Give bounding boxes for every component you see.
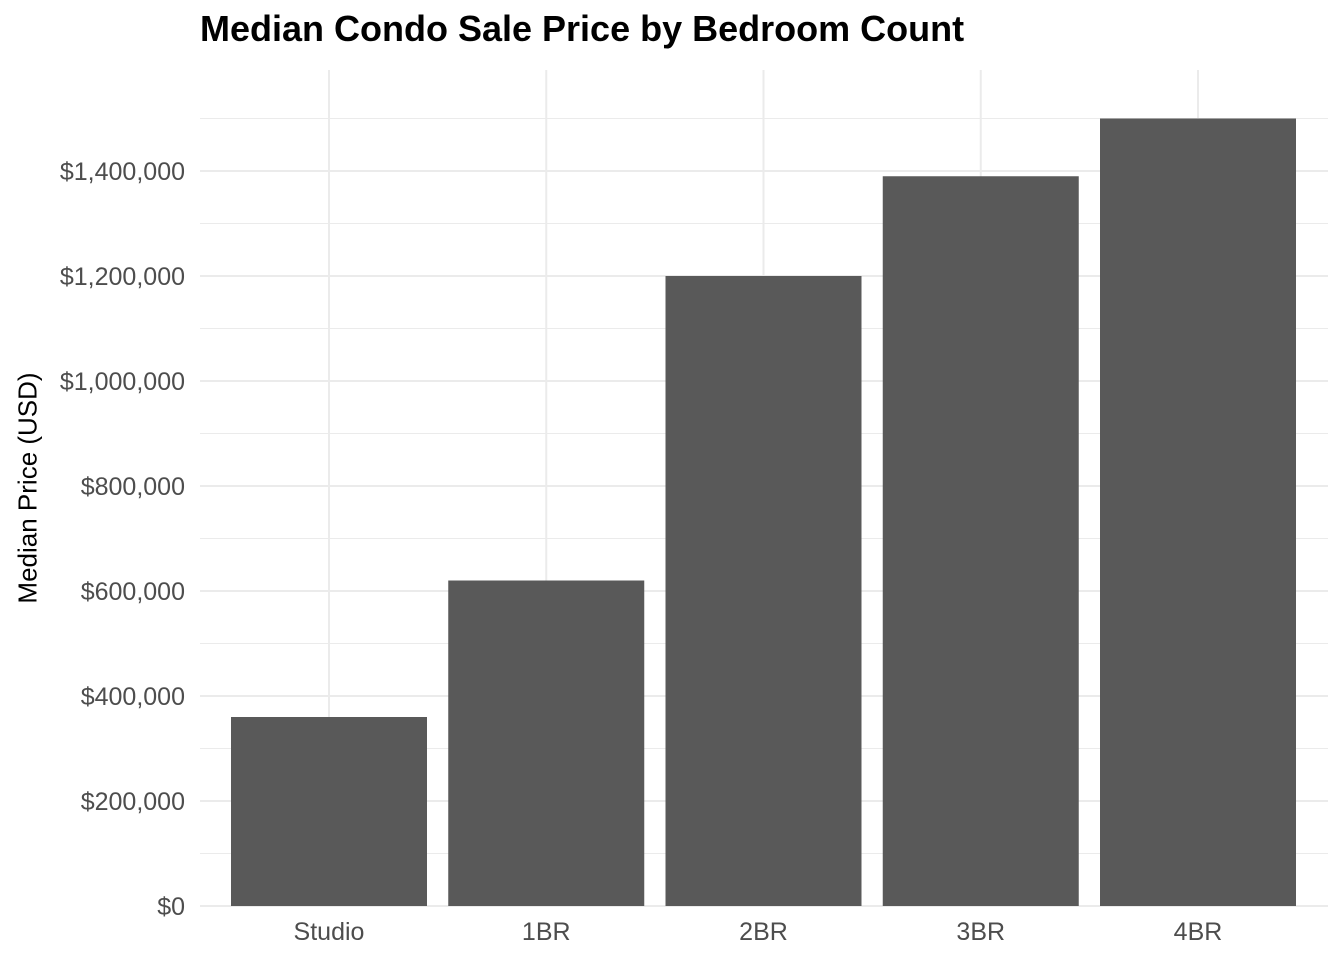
y-tick-label: $1,200,000 <box>60 263 185 291</box>
y-tick-label: $1,400,000 <box>60 158 185 186</box>
x-tick-label: 2BR <box>739 918 788 946</box>
x-tick-label: 1BR <box>522 918 571 946</box>
y-tick-label: $1,000,000 <box>60 368 185 396</box>
y-tick-label: $400,000 <box>81 683 185 711</box>
bar-4br <box>1100 118 1296 906</box>
bar-3br <box>882 176 1079 906</box>
y-tick-label: $600,000 <box>81 578 185 606</box>
y-tick-label: $200,000 <box>81 788 185 816</box>
y-tick-label: $800,000 <box>81 473 185 501</box>
bar-1br <box>448 580 645 906</box>
x-tick-label: 3BR <box>956 918 1005 946</box>
bar-2br <box>665 276 862 906</box>
bar-studio <box>231 717 427 906</box>
y-tick-label: $0 <box>157 893 185 921</box>
chart-title: Median Condo Sale Price by Bedroom Count <box>200 8 965 49</box>
x-tick-label: 4BR <box>1174 918 1223 946</box>
x-tick-label: Studio <box>294 918 365 946</box>
